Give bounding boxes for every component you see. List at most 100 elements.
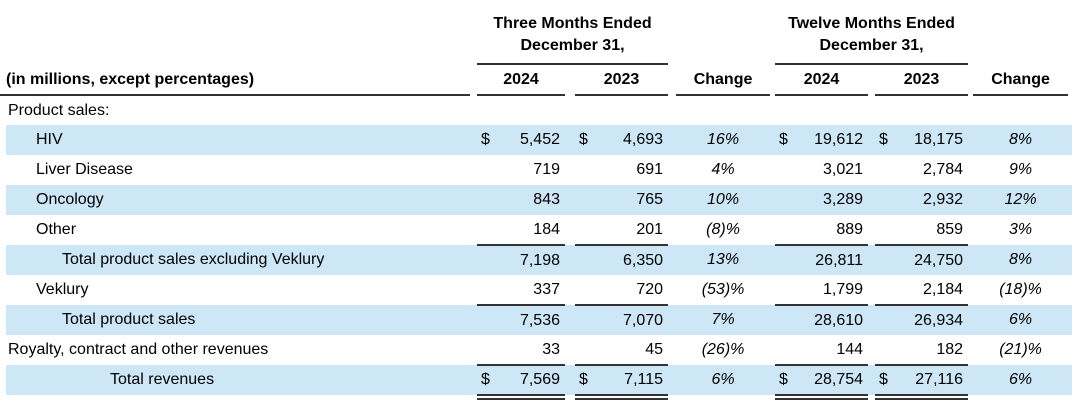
table-row: Royalty, contract and other revenues 33 45… [0,335,1080,366]
group-header-spacer [668,0,676,64]
value: 27,116 [915,371,964,388]
value-cell-content: 2,184 [875,281,968,299]
value-cell-content: 7,070 [575,312,668,330]
spacer-cell [1068,275,1080,305]
value-cell-content: 7,536 [477,312,565,330]
table-row: Veklury 337 720 (53)% 1,799 2,184 (18)% [0,275,1080,306]
units-note: (in millions, except percentages) [0,64,470,96]
twelve-months-group-header: Twelve Months Ended December 31, [775,0,969,65]
value: 6,350 [622,251,664,269]
value-cell: 3,289 [775,185,868,215]
spacer-cell [565,215,575,245]
value-cell: 843 [477,185,565,215]
change-cell: 7% [711,311,735,328]
spacer-cell [1068,335,1080,365]
spacer-cell [668,125,676,155]
value-cell-content: 144 [775,341,868,359]
value-cell-content: $4,693 [575,131,668,149]
spacer-cell [868,125,875,155]
value-cell-content: 691 [575,161,668,179]
value: 765 [636,191,664,208]
col-header-3mo-2024: 2024 [477,64,565,96]
col-header-3mo-2023: 2023 [575,64,669,96]
value: 843 [533,191,560,208]
value-cell-content: 26,934 [875,312,968,330]
value-cell-content: 1,799 [775,281,868,299]
value: 28,754 [814,371,864,388]
value-cell-content: $7,569 [477,371,565,389]
row-label: HIV [0,125,477,155]
col-header-12mo-change: Change [973,64,1069,96]
value-cell: 28,610 [775,305,868,335]
header-spacer [668,64,676,95]
table-row: Oncology 843 765 10% 3,289 2,932 12% [0,185,1080,215]
value: 7,115 [624,371,664,388]
value: 4,693 [622,131,664,148]
column-header-row: (in millions, except percentages) 2024 2… [0,64,1080,96]
value: 33 [542,340,560,358]
table-row: Other 184 201 (8)% 889 859 3% [0,215,1080,246]
value-cell-content: 843 [477,191,565,209]
value: 337 [533,280,560,298]
spacer-cell [868,395,875,399]
header-spacer [868,64,875,95]
value: 201 [636,220,664,238]
spacer-cell [1068,155,1080,185]
value-cell-content: 3,021 [775,161,868,179]
change-cell: 12% [1004,191,1037,208]
spacer-cell [668,365,676,395]
value-cell-content: 45 [575,341,668,359]
value: 3,021 [822,161,864,178]
value: 184 [533,220,560,238]
value: 144 [836,340,864,358]
spacer-cell [868,155,875,185]
dollar-sign: $ [579,131,588,148]
value: 7,070 [622,311,664,329]
value-cell-content: 859 [875,221,968,239]
value: 182 [936,340,964,358]
value-cell-content: 889 [775,221,868,239]
value: 7,569 [519,371,560,388]
value: 7,536 [519,311,560,329]
value-cell-content: 720 [575,281,668,299]
value-cell: 1,799 [775,275,869,306]
value-cell: 201 [575,215,669,246]
spacer-cell [868,185,875,215]
spacer-cell [1068,395,1080,399]
double-rule-spacer-row [0,395,1080,400]
value-cell-content: $7,115 [575,371,668,389]
value: 24,750 [914,251,964,269]
spacer-cell [868,245,875,275]
change-cell: 3% [1008,221,1033,238]
value-cell: 45 [575,335,669,366]
spacer-cell [868,275,875,305]
value: 19,612 [814,131,864,148]
spacer-cell [1068,215,1080,245]
value: 2,784 [922,161,964,178]
value: 719 [533,161,560,178]
financial-results-table: Three Months Ended December 31, Twelve M… [0,0,1080,400]
header-spacer [565,64,575,95]
spacer-cell [477,395,565,400]
spacer-cell [1068,305,1080,335]
dollar-sign: $ [879,131,888,148]
spacer-cell [565,365,575,395]
spacer-cell [565,245,575,275]
change-cell: (53)% [701,281,745,298]
value-cell-content: 765 [575,191,668,209]
value-cell: 7,198 [477,245,565,275]
value-cell: $28,754 [775,365,869,396]
row-label: Other [36,221,77,238]
row-label: Total revenues [0,365,477,395]
value-cell: 2,932 [875,185,968,215]
value: 691 [636,161,664,178]
value-cell: $27,116 [875,365,969,396]
spacer-cell [668,155,676,185]
spacer-cell [775,395,869,400]
spacer-cell [868,365,875,395]
value: 1,799 [822,280,864,298]
value-cell: 2,784 [875,155,968,185]
change-cell: 9% [1008,161,1033,178]
value-cell-content: 184 [477,221,565,239]
spacer-cell [565,155,575,185]
